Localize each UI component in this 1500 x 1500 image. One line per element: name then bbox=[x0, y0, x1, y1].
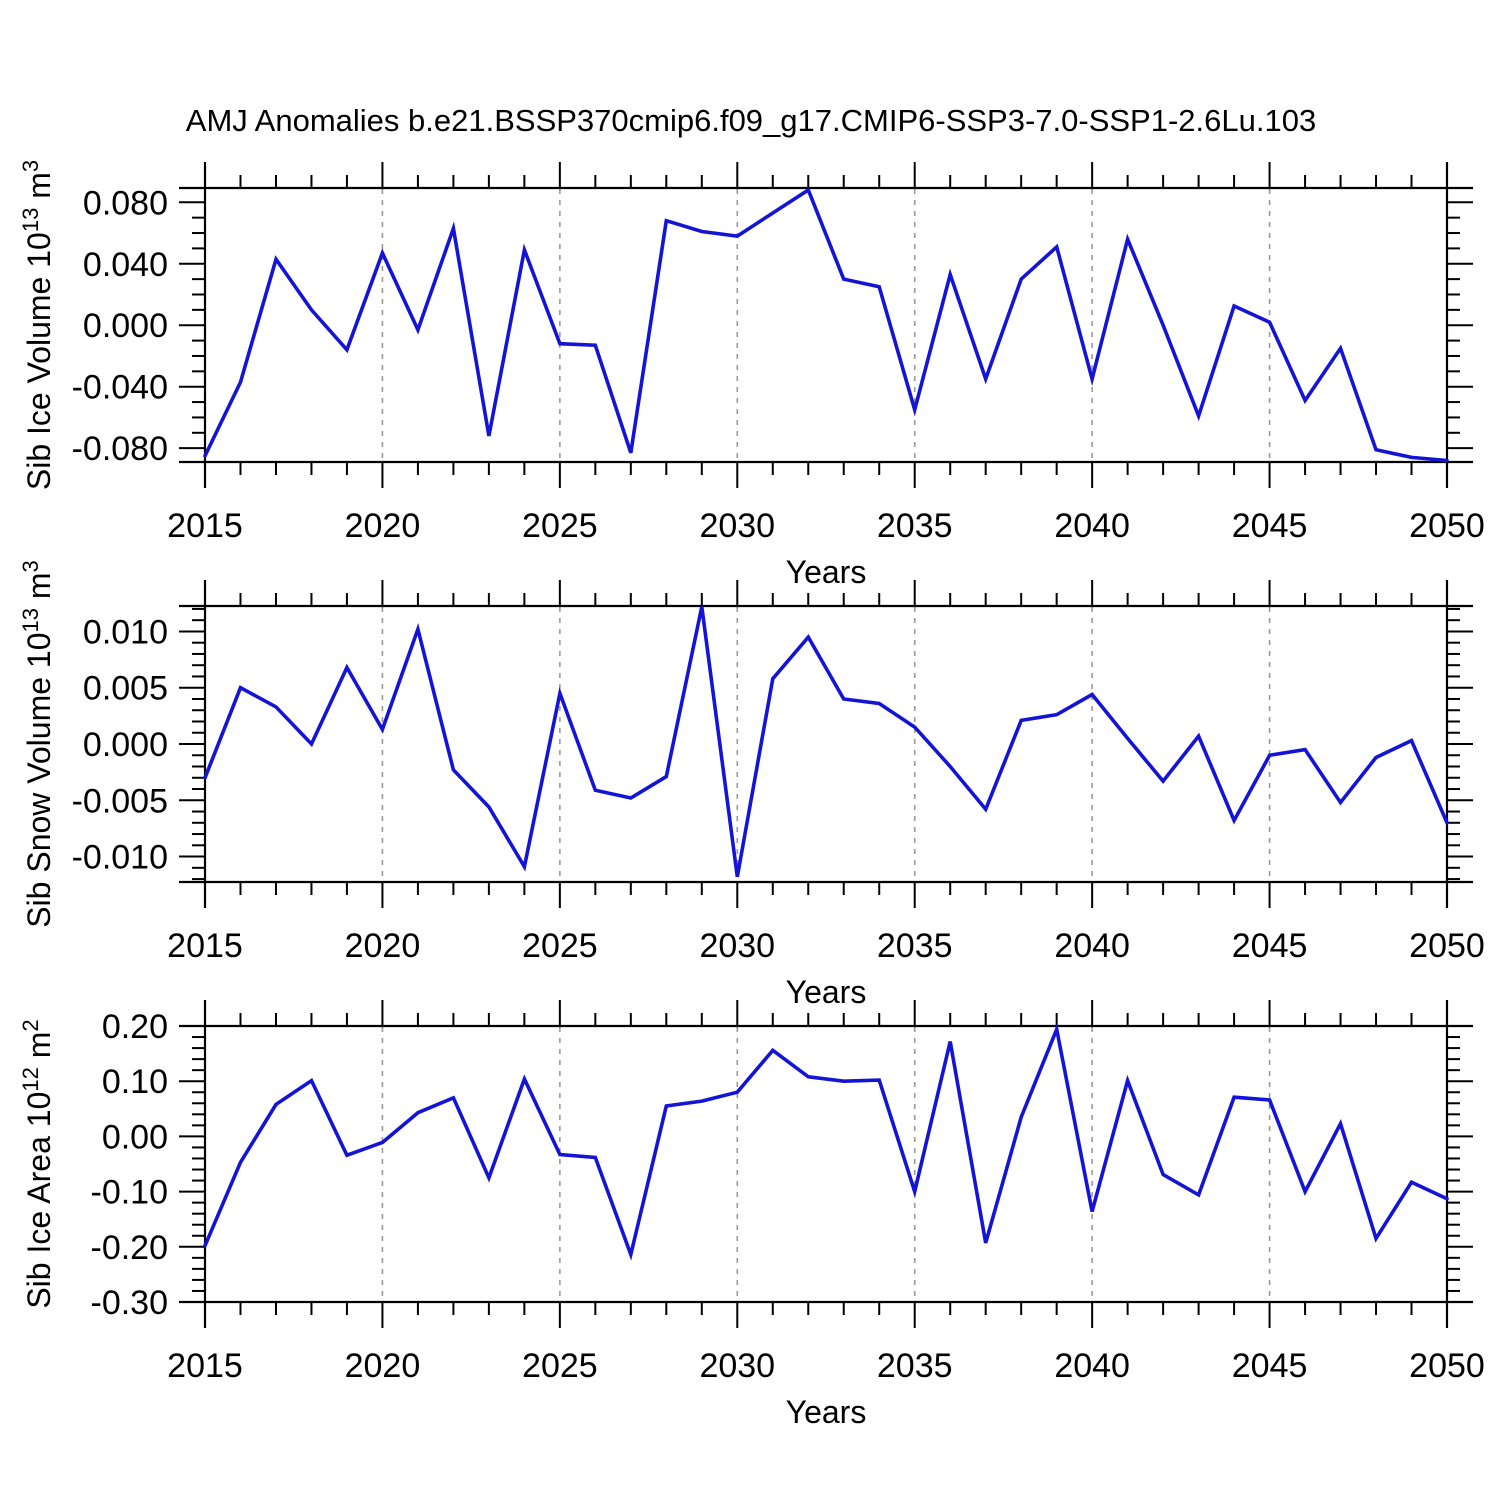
chart-title: AMJ Anomalies b.e21.BSSP370cmip6.f09_g17… bbox=[186, 103, 1316, 138]
panel-1-x-tick-label: 2015 bbox=[167, 507, 243, 545]
panel-3-gridlines bbox=[381, 1027, 1271, 1301]
panel-1-x-tick-label: 2050 bbox=[1409, 507, 1485, 545]
panel-2-x-ticks bbox=[204, 580, 1448, 908]
panel-3-x-tick-label: 2040 bbox=[1054, 1347, 1130, 1385]
panel-3-x-tick-labels: 2015 2020 2025 2030 2035 2040 2045 2050 bbox=[167, 1347, 1485, 1385]
panel-2-gridlines bbox=[381, 607, 1271, 881]
panel-1-x-tick-label: 2040 bbox=[1054, 507, 1130, 545]
panel-1-x-tick-label: 2030 bbox=[699, 507, 775, 545]
panel-3-y-tick-label: -0.30 bbox=[91, 1284, 169, 1322]
panel-2-x-tick-label: 2035 bbox=[877, 927, 953, 965]
panel-2-series-line bbox=[203, 606, 1449, 878]
panel-2-x-tick-label: 2045 bbox=[1232, 927, 1308, 965]
panel-3-x-tick-label: 2025 bbox=[522, 1347, 598, 1385]
panel-1-x-tick-label: 2020 bbox=[345, 507, 421, 545]
panel-2-x-tick-label: 2030 bbox=[699, 927, 775, 965]
panel-2-x-axis-title: Years bbox=[786, 974, 867, 1010]
panel-3-x-tick-label: 2045 bbox=[1232, 1347, 1308, 1385]
panel-1-x-tick-label: 2025 bbox=[522, 507, 598, 545]
panel-1-x-tick-labels: 2015 2020 2025 2030 2035 2040 2045 2050 bbox=[167, 507, 1485, 545]
panel-3-y-ticks: 0.20 0.10 0.00 -0.10 -0.20 -0.30 bbox=[91, 1008, 1473, 1322]
panel-1-y-tick-label: -0.040 bbox=[72, 369, 168, 407]
panel-1-y-tick-label: 0.000 bbox=[83, 307, 168, 345]
panel-3-y-tick-label: -0.10 bbox=[91, 1174, 169, 1212]
panel-1-x-tick-label: 2035 bbox=[877, 507, 953, 545]
panel-2-x-tick-label: 2025 bbox=[522, 927, 598, 965]
panel-3-x-axis-title: Years bbox=[786, 1394, 867, 1430]
panel-2-y-axis-title: Sib Snow Volume 1013 m3 bbox=[18, 560, 57, 928]
panel-1-y-tick-label: -0.080 bbox=[72, 430, 168, 468]
panel-2-y-tick-label: -0.010 bbox=[72, 839, 168, 877]
panel-3-y-tick-label: -0.20 bbox=[91, 1229, 169, 1267]
panel-2-y-tick-label: 0.005 bbox=[83, 670, 168, 708]
panel-2-x-tick-label: 2040 bbox=[1054, 927, 1130, 965]
panel-2-y-tick-label: 0.010 bbox=[83, 613, 168, 651]
panel-1-x-ticks bbox=[204, 162, 1448, 488]
panel-2-y-tick-label: -0.005 bbox=[72, 782, 168, 820]
panel-1-y-ticks: 0.080 0.040 0.000 -0.040 -0.080 bbox=[72, 184, 1473, 468]
panel-3-y-tick-label: 0.20 bbox=[102, 1008, 168, 1046]
panel-1-x-tick-label: 2045 bbox=[1232, 507, 1308, 545]
panel-2-y-ticks: 0.010 0.005 0.000 -0.005 -0.010 bbox=[72, 607, 1473, 881]
panel-3-frame bbox=[179, 1000, 1473, 1328]
panel-3-y-tick-label: 0.00 bbox=[102, 1118, 168, 1156]
panel-1-series-line bbox=[203, 187, 1449, 463]
panel-1-x-axis-title: Years bbox=[786, 554, 867, 590]
panel-3-y-tick-label: 0.10 bbox=[102, 1063, 168, 1101]
panel-3-series-line bbox=[203, 1022, 1449, 1261]
panel-2-y-tick-label: 0.000 bbox=[83, 726, 168, 764]
panel-3-x-tick-label: 2020 bbox=[345, 1347, 421, 1385]
panel-3-x-tick-label: 2030 bbox=[699, 1347, 775, 1385]
panel-1-frame bbox=[179, 162, 1473, 488]
panel-1-y-tick-label: 0.040 bbox=[83, 246, 168, 284]
panel-3-x-tick-label: 2050 bbox=[1409, 1347, 1485, 1385]
panel-3-x-tick-label: 2035 bbox=[877, 1347, 953, 1385]
panel-2-x-tick-labels: 2015 2020 2025 2030 2035 2040 2045 2050 bbox=[167, 927, 1485, 965]
panel-1-y-tick-label: 0.080 bbox=[83, 184, 168, 222]
panel-2-x-tick-label: 2015 bbox=[167, 927, 243, 965]
panel-2-x-tick-label: 2050 bbox=[1409, 927, 1485, 965]
panel-3-x-ticks bbox=[204, 1000, 1448, 1328]
panel-1-y-axis-title: Sib Ice Volume 1013 m3 bbox=[18, 160, 57, 490]
panel-3-x-tick-label: 2015 bbox=[167, 1347, 243, 1385]
panel-2-frame bbox=[179, 580, 1473, 908]
panel-3-y-axis-title: Sib Ice Area 1012 m2 bbox=[18, 1019, 57, 1308]
panel-2-x-tick-label: 2020 bbox=[345, 927, 421, 965]
